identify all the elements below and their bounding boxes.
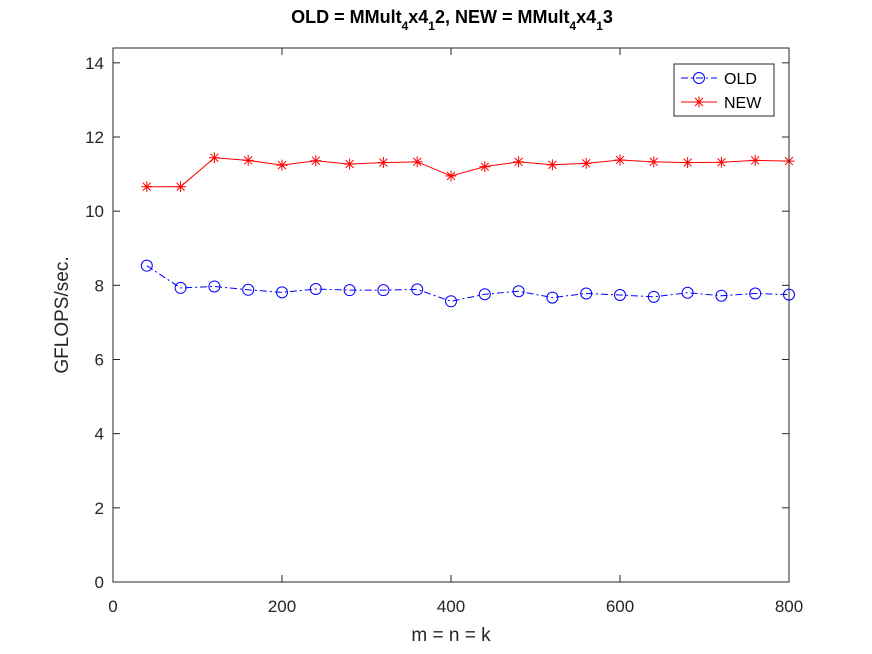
data-point-new (141, 181, 153, 193)
chart-title-part: 4 (569, 19, 576, 33)
x-axis-label: m = n = k (411, 625, 491, 646)
chart-title-part: 4 (402, 19, 409, 33)
data-point-old (546, 291, 559, 304)
data-point-old (749, 287, 762, 300)
y-tick-label: 14 (85, 54, 104, 73)
data-point-new (580, 157, 592, 169)
data-point-new (445, 170, 457, 182)
data-point-old (681, 286, 694, 299)
x-tick-label: 200 (268, 597, 296, 616)
y-tick-label: 0 (95, 573, 104, 592)
legend: OLD NEW (673, 63, 775, 117)
data-point-old (715, 289, 728, 302)
y-axis-label: GFLOPS/sec. (52, 256, 73, 373)
chart-title: OLD = MMult4x412, NEW = MMult4x413 (291, 7, 613, 33)
data-point-old (647, 290, 660, 303)
data-point-new (749, 154, 761, 166)
data-point-old (377, 284, 390, 297)
chart-title-part: 3 (603, 7, 613, 27)
data-point-new (682, 157, 694, 169)
data-point-new (175, 181, 187, 193)
y-tick-label: 10 (85, 202, 104, 221)
data-point-old (343, 284, 356, 297)
data-point-new (614, 154, 626, 166)
data-point-new (344, 158, 356, 170)
data-point-new (411, 156, 423, 168)
data-point-new (310, 155, 322, 167)
data-point-old (208, 280, 221, 293)
legend-box (673, 63, 775, 117)
data-point-old (614, 288, 626, 301)
data-point-new (546, 159, 558, 171)
data-point-old (445, 295, 457, 308)
data-point-new (648, 156, 660, 168)
data-point-old (580, 287, 593, 300)
chart-title-part: 1 (596, 19, 603, 33)
y-tick-label: 6 (95, 351, 104, 370)
y-tick-label: 12 (85, 128, 104, 147)
legend-swatch-marker (693, 96, 705, 108)
data-point-old (512, 285, 525, 298)
data-point-new (242, 154, 254, 166)
ticks-layer: 0 200 400 600 800 0 2 4 6 8 10 12 14 (85, 48, 803, 616)
y-tick-label: 2 (95, 499, 104, 518)
data-point-old (309, 283, 322, 296)
x-tick-label: 800 (775, 597, 803, 616)
data-point-old (276, 286, 288, 299)
legend-label: NEW (724, 95, 762, 112)
data-point-new (276, 159, 288, 171)
chart-title-part: 1 (428, 19, 435, 33)
y-tick-label: 4 (95, 425, 104, 444)
series-line-new (146, 157, 790, 188)
legend-item-new: NEW (681, 95, 762, 112)
chart-title-part: x4 (576, 7, 596, 27)
y-tick-label: 8 (95, 276, 104, 295)
data-point-new (715, 156, 727, 168)
x-tick-label: 600 (606, 597, 634, 616)
data-point-old (411, 283, 424, 296)
data-point-old (478, 288, 491, 301)
legend-swatch-marker (693, 72, 705, 84)
data-point-old (140, 259, 153, 272)
chart-title-part: OLD = MMult (291, 7, 402, 27)
series-old (140, 259, 795, 308)
x-tick-label: 400 (437, 597, 465, 616)
data-point-new (208, 152, 220, 164)
chart-title-part: 2, NEW = MMult (435, 7, 570, 27)
legend-label: OLD (724, 71, 757, 88)
data-point-old (174, 281, 187, 294)
plot-area (113, 48, 789, 582)
data-point-old (242, 283, 255, 296)
data-point-new (479, 161, 491, 173)
data-point-new (513, 156, 525, 168)
data-point-new (377, 157, 389, 169)
x-tick-label: 0 (108, 597, 117, 616)
legend-item-old: OLD (681, 71, 757, 88)
chart-title-part: x4 (408, 7, 428, 27)
